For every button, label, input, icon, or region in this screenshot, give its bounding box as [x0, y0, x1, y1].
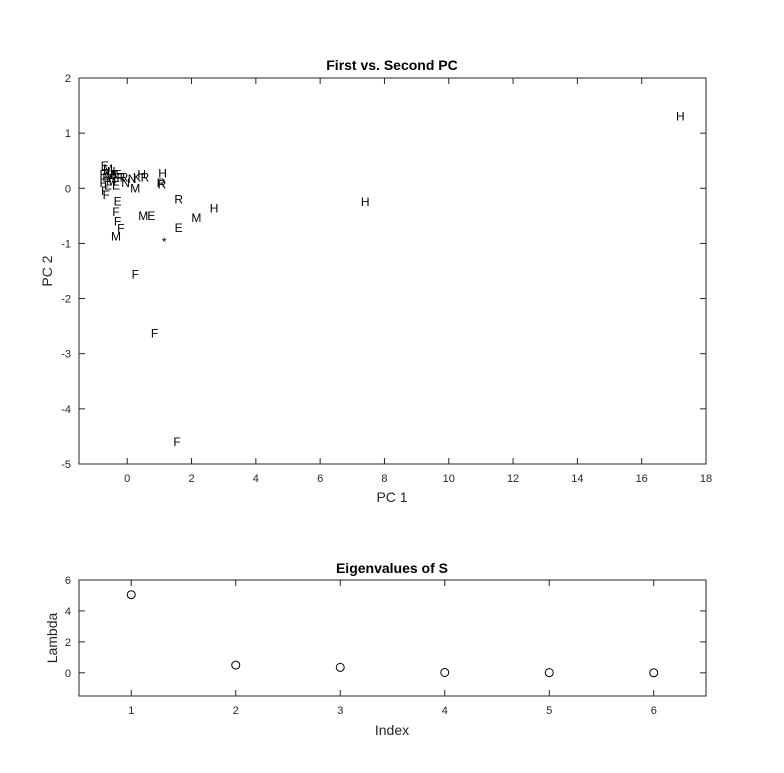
eigen-y-tick-label: 0	[65, 668, 71, 680]
pc-point-label: H	[676, 110, 685, 124]
pc-point-label: R	[174, 192, 183, 206]
eigen-x-axis-label: Index	[375, 722, 409, 738]
pc-point-label: F	[103, 188, 110, 202]
eigenvalue-marker	[231, 660, 241, 670]
pc-point-label: N	[121, 176, 130, 190]
eigenvalue-marker	[126, 590, 136, 600]
eigen-y-tick-label: 4	[65, 606, 71, 618]
pc-y-tick-label: -4	[61, 404, 71, 416]
pc-plot-frame	[78, 77, 707, 465]
eigen-plot-frame	[78, 579, 707, 697]
eigen-x-tick-label: 4	[442, 705, 448, 717]
eigenvalue-marker	[440, 667, 450, 677]
pc-y-tick-label: 1	[65, 128, 71, 140]
pc-point-label: F	[114, 214, 121, 228]
pc-point-label: H	[361, 195, 370, 209]
eigen-plot-title: Eigenvalues of S	[336, 560, 448, 576]
pc-x-tick-label: 4	[253, 473, 259, 485]
pc-scatter-axes: First vs. Second PC 0 2 4 6 8 10 12 14 16 18 -5-4…	[39, 57, 712, 505]
pc-x-tick-label: 14	[571, 473, 583, 485]
pc-point-label: R	[120, 170, 129, 184]
pc-point-label: *	[162, 235, 167, 249]
pc-point-label: R	[108, 171, 117, 185]
eigen-y-axis-label: Lambda	[44, 612, 60, 663]
eigen-x-tick-label: 1	[128, 705, 134, 717]
pc-point-label: N	[128, 172, 137, 186]
pc-y-axis-label: PC 2	[39, 255, 55, 286]
pc-point-label: H	[137, 168, 146, 182]
pc-y-tick-label: 2	[65, 73, 71, 85]
pc-point-label: R	[116, 170, 125, 184]
eigenvalue-marker	[649, 668, 659, 678]
pc-point-label: E	[147, 209, 155, 223]
pc-y-tick-label: -1	[61, 238, 71, 250]
pc-point-label: H	[158, 166, 167, 180]
eigen-y-tick-label: 6	[65, 575, 71, 587]
pc-x-tick-label: 10	[443, 473, 455, 485]
pc-point-label: E	[101, 159, 109, 173]
eigen-y-ticks: 0 2 4 6	[65, 575, 706, 680]
pc-x-tick-label: 16	[636, 473, 648, 485]
pc-point-label: M	[130, 181, 140, 195]
pc-point-label: R	[110, 168, 119, 182]
pc-point-label: F	[173, 435, 180, 449]
pc-point-label: H	[107, 165, 116, 179]
pc-plot-title: First vs. Second PC	[326, 57, 457, 73]
pc-point-label: M	[103, 162, 113, 176]
pc-point-label: H	[210, 202, 219, 216]
pc-x-tick-label: 8	[381, 473, 387, 485]
pc-x-tick-label: 18	[700, 473, 712, 485]
pc-point-label: E	[114, 168, 122, 182]
pc-point-label: R	[157, 176, 166, 190]
eigenvalue-marker	[544, 668, 554, 678]
pc-point-label: F	[117, 222, 124, 236]
pc-x-tick-label: 12	[507, 473, 519, 485]
pc-point-label: F	[99, 168, 106, 182]
eigen-x-tick-label: 2	[233, 705, 239, 717]
pc-x-tick-label: 6	[317, 473, 323, 485]
pc-point-label: E	[104, 179, 112, 193]
pc-y-ticks: -5 -4 -3 -2 -1 0 1 2	[61, 73, 706, 471]
pc-point-label: M	[138, 209, 148, 223]
pc-point-label: F	[112, 205, 119, 219]
pc-point-label: E	[102, 170, 110, 184]
pc-point-label: R	[158, 177, 167, 191]
eigen-data-points	[126, 590, 659, 678]
pc-y-tick-label: -3	[61, 349, 71, 361]
pc-point-label: M	[191, 211, 201, 225]
pc-x-tick-label: 0	[124, 473, 130, 485]
pc-x-axis-label: PC 1	[376, 489, 407, 505]
pc-point-label: M	[111, 229, 121, 243]
pc-point-label: F	[132, 267, 139, 281]
eigen-y-tick-label: 2	[65, 637, 71, 649]
pc-y-tick-label: -2	[61, 294, 71, 306]
eigenvalue-marker	[335, 662, 345, 672]
eigenvalue-axes: Eigenvalues of S 1 2 3 4 5 6 0 2 4 6 Index Lambd…	[44, 560, 707, 738]
eigen-x-tick-label: 6	[651, 705, 657, 717]
pc-point-label: M	[106, 175, 116, 189]
pc-point-label: E	[175, 221, 183, 235]
pc-point-label: R	[141, 170, 150, 184]
pc-point-label: E	[114, 195, 122, 209]
pc-x-ticks: 0 2 4 6 8 10 12 14 16 18	[124, 78, 712, 485]
eigen-x-tick-label: 5	[546, 705, 552, 717]
eigen-x-ticks: 1 2 3 4 5 6	[128, 580, 657, 717]
eigen-x-tick-label: 3	[337, 705, 343, 717]
pc-y-tick-label: -5	[61, 459, 71, 471]
pc-point-label: K	[133, 170, 141, 184]
pc-point-label: F	[101, 184, 108, 198]
pc-y-tick-label: 0	[65, 183, 71, 195]
pc-point-label: F	[99, 176, 106, 190]
pc-x-tick-label: 2	[188, 473, 194, 485]
pc-point-label: M	[105, 169, 115, 183]
pc-point-label: F	[151, 326, 158, 340]
pc-point-label: E	[112, 179, 120, 193]
